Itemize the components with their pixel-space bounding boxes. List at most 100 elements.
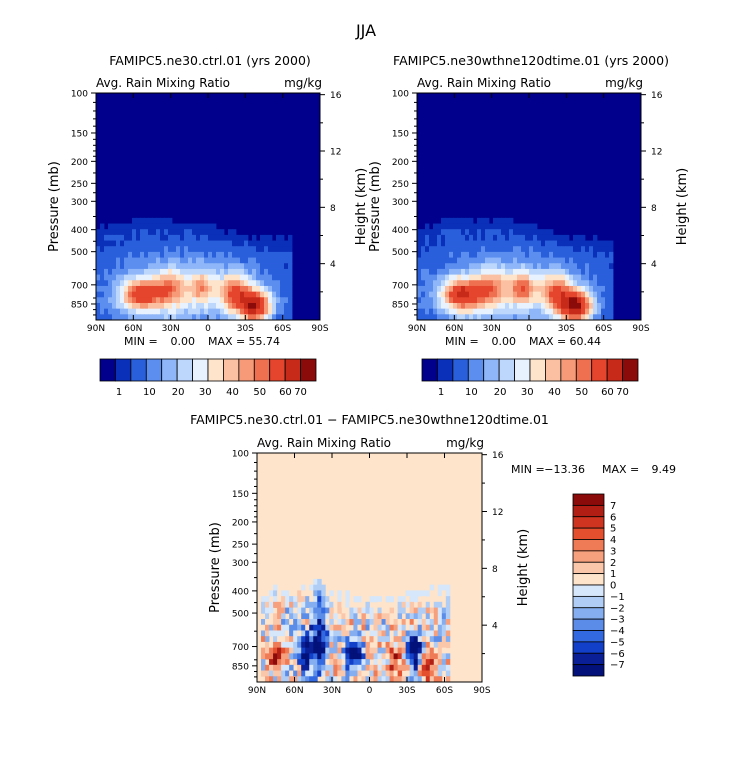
- field-cell: [445, 234, 450, 241]
- field-cell: [156, 291, 161, 298]
- colorbar-box: [572, 539, 605, 552]
- field-cell: [160, 314, 165, 321]
- field-cell: [200, 297, 205, 304]
- field-cell: [277, 619, 282, 626]
- field-cell: [104, 314, 109, 321]
- field-cell: [413, 641, 419, 649]
- field-cell: [244, 257, 249, 264]
- field-cell: [501, 280, 506, 287]
- field-cell: [581, 314, 586, 321]
- field-cell: [397, 636, 403, 643]
- field-cell: [553, 251, 558, 258]
- field-cell: [469, 229, 474, 236]
- field-cell: [148, 314, 153, 321]
- field-cell: [256, 308, 261, 315]
- field-cell: [333, 653, 338, 660]
- field-cell: [501, 297, 506, 304]
- field-cell: [293, 596, 298, 603]
- field-cell: [264, 268, 269, 275]
- field-cell: [132, 251, 137, 258]
- field-cell: [285, 653, 290, 660]
- field-cell: [421, 659, 427, 666]
- field-cell: [593, 240, 598, 247]
- field-cell: [497, 285, 502, 293]
- field-cell: [228, 274, 233, 281]
- field-cell: [589, 285, 594, 293]
- field-cell: [341, 601, 346, 608]
- field-cell: [461, 308, 466, 315]
- field-cell: [357, 641, 362, 649]
- field-cell: [601, 268, 606, 275]
- field-cell: [549, 240, 554, 247]
- field-cell: [589, 268, 594, 275]
- field-cell: [208, 302, 213, 310]
- field-cell: [533, 246, 538, 253]
- field-cell: [148, 263, 153, 270]
- field-cell: [405, 607, 411, 614]
- field-cell: [481, 263, 486, 270]
- field-cell: [373, 670, 378, 677]
- field-cell: [152, 217, 157, 224]
- field-cell: [232, 251, 237, 258]
- field-cell: [100, 314, 105, 321]
- field-cell: [264, 285, 269, 293]
- field-cell: [140, 302, 145, 310]
- field-cell: [276, 314, 281, 321]
- field-cell: [357, 670, 362, 677]
- colorbar-label: 60: [601, 387, 614, 398]
- field-cell: [429, 274, 434, 281]
- field-cell: [313, 647, 318, 654]
- field-cell: [445, 263, 450, 270]
- field-cell: [565, 263, 570, 270]
- field-cell: [421, 280, 426, 287]
- field-cell: [429, 630, 435, 637]
- field-cell: [188, 263, 193, 270]
- field-cell: [541, 263, 546, 270]
- field-cell: [176, 314, 181, 321]
- field-cell: [112, 234, 117, 241]
- field-cell: [144, 251, 149, 258]
- field-cell: [377, 647, 382, 654]
- field-cell: [445, 624, 451, 631]
- field-cell: [264, 308, 269, 315]
- field-cell: [365, 641, 370, 649]
- panel-subtitle: Avg. Rain Mixing Ratio: [417, 76, 551, 90]
- field-cell: [273, 601, 278, 608]
- field-cell: [248, 280, 253, 287]
- field-cell: [485, 302, 490, 310]
- field-cell: [481, 217, 486, 224]
- field-cell: [96, 297, 101, 304]
- field-cell: [449, 246, 454, 253]
- field-cell: [200, 280, 205, 287]
- field-cell: [128, 229, 133, 236]
- field-cell: [597, 302, 602, 310]
- field-cell: [581, 240, 586, 247]
- field-cell: [465, 234, 470, 241]
- field-cell: [252, 274, 257, 281]
- field-cell: [108, 314, 113, 321]
- field-cell: [276, 285, 281, 293]
- field-cell: [281, 607, 286, 614]
- field-cell: [477, 285, 482, 293]
- field-cell: [232, 291, 237, 298]
- field-cell: [224, 263, 229, 270]
- field-cell: [212, 280, 217, 287]
- field-cell: [429, 601, 435, 608]
- field-cell: [180, 285, 185, 293]
- field-cell: [365, 670, 370, 677]
- field-cell: [289, 670, 294, 677]
- field-cell: [501, 302, 506, 310]
- field-cell: [333, 670, 338, 677]
- field-cell: [477, 217, 482, 224]
- field-cell: [208, 268, 213, 275]
- field-cell: [433, 590, 439, 597]
- field-cell: [565, 268, 570, 275]
- field-cell: [593, 234, 598, 241]
- y-tick-label: 300: [392, 198, 409, 208]
- field-cell: [156, 257, 161, 264]
- field-cell: [521, 314, 526, 321]
- field-cell: [108, 308, 113, 315]
- field-cell: [168, 302, 173, 310]
- field-cell: [309, 670, 314, 677]
- field-cell: [204, 268, 209, 275]
